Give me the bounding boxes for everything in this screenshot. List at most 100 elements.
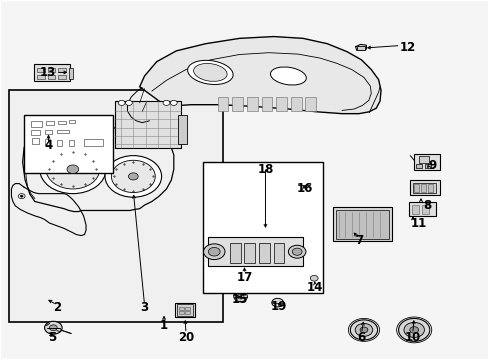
Bar bbox=[408, 202, 435, 216]
Bar bbox=[273, 243, 284, 263]
Bar bbox=[261, 97, 272, 111]
Circle shape bbox=[354, 323, 372, 336]
Circle shape bbox=[118, 100, 125, 105]
Bar bbox=[305, 97, 316, 111]
Bar bbox=[246, 97, 257, 111]
Bar bbox=[37, 75, 44, 79]
Circle shape bbox=[40, 145, 106, 194]
Bar bbox=[185, 307, 190, 310]
Bar bbox=[185, 311, 190, 315]
Bar bbox=[32, 138, 39, 144]
Text: 6: 6 bbox=[357, 330, 365, 343]
Bar bbox=[69, 140, 74, 146]
Circle shape bbox=[44, 321, 62, 334]
Bar bbox=[232, 97, 243, 111]
Bar bbox=[34, 64, 70, 81]
Text: 1: 1 bbox=[160, 319, 168, 332]
Circle shape bbox=[18, 194, 25, 199]
Circle shape bbox=[297, 181, 310, 190]
Bar bbox=[415, 163, 421, 168]
Bar bbox=[44, 139, 50, 145]
Text: 9: 9 bbox=[427, 159, 435, 172]
Circle shape bbox=[203, 244, 224, 260]
Text: 14: 14 bbox=[306, 281, 323, 294]
Bar bbox=[427, 184, 432, 192]
Bar bbox=[217, 97, 228, 111]
Text: 11: 11 bbox=[410, 216, 427, 230]
Bar bbox=[31, 130, 40, 135]
Circle shape bbox=[398, 319, 429, 341]
Text: 10: 10 bbox=[404, 330, 420, 343]
Bar bbox=[45, 121, 54, 126]
Bar bbox=[420, 184, 425, 192]
Bar bbox=[37, 68, 44, 72]
Polygon shape bbox=[140, 37, 380, 114]
Circle shape bbox=[163, 100, 169, 105]
Circle shape bbox=[49, 325, 57, 330]
Ellipse shape bbox=[193, 63, 226, 81]
Circle shape bbox=[403, 322, 424, 337]
Bar bbox=[306, 273, 321, 283]
Bar bbox=[69, 68, 73, 79]
Bar bbox=[177, 304, 192, 316]
Bar bbox=[83, 139, 103, 146]
Text: 19: 19 bbox=[270, 300, 286, 313]
Text: 2: 2 bbox=[53, 301, 61, 314]
Bar bbox=[178, 311, 183, 315]
Bar bbox=[47, 75, 55, 79]
Circle shape bbox=[271, 298, 283, 307]
Bar bbox=[57, 130, 69, 134]
Bar bbox=[207, 237, 303, 266]
Text: 17: 17 bbox=[236, 271, 252, 284]
Text: 7: 7 bbox=[354, 234, 363, 247]
Circle shape bbox=[170, 100, 177, 105]
Bar bbox=[24, 116, 113, 173]
Circle shape bbox=[409, 327, 418, 333]
Bar bbox=[203, 162, 322, 293]
Bar bbox=[58, 75, 66, 79]
Bar bbox=[175, 303, 194, 317]
Text: 4: 4 bbox=[44, 139, 53, 152]
Text: 13: 13 bbox=[40, 66, 56, 79]
Bar bbox=[44, 130, 52, 134]
Bar bbox=[413, 154, 439, 170]
Bar bbox=[178, 307, 183, 310]
Text: 16: 16 bbox=[296, 183, 312, 195]
Circle shape bbox=[46, 149, 100, 189]
Bar bbox=[115, 101, 181, 148]
Circle shape bbox=[105, 156, 161, 197]
Bar bbox=[57, 140, 61, 145]
Text: 3: 3 bbox=[140, 301, 148, 314]
Circle shape bbox=[128, 173, 138, 180]
Circle shape bbox=[111, 160, 155, 193]
Circle shape bbox=[359, 327, 367, 333]
Bar bbox=[332, 207, 391, 241]
Text: 5: 5 bbox=[48, 330, 56, 343]
Bar bbox=[412, 183, 435, 193]
Bar bbox=[9, 90, 222, 321]
Circle shape bbox=[237, 294, 244, 299]
Bar bbox=[69, 121, 75, 123]
Bar bbox=[47, 68, 55, 72]
Circle shape bbox=[233, 292, 247, 302]
Bar bbox=[276, 97, 286, 111]
Bar bbox=[259, 243, 269, 263]
Bar bbox=[31, 121, 41, 127]
Bar bbox=[413, 184, 418, 192]
Circle shape bbox=[310, 275, 318, 281]
Circle shape bbox=[349, 320, 377, 340]
Bar bbox=[58, 121, 65, 125]
Text: 8: 8 bbox=[422, 199, 430, 212]
Circle shape bbox=[292, 248, 302, 255]
Bar bbox=[335, 210, 388, 239]
Circle shape bbox=[288, 245, 305, 258]
Bar bbox=[229, 243, 240, 263]
Bar bbox=[290, 97, 301, 111]
Bar bbox=[411, 205, 418, 214]
Bar bbox=[418, 156, 428, 163]
Bar bbox=[421, 205, 428, 214]
Circle shape bbox=[208, 247, 220, 256]
Ellipse shape bbox=[270, 67, 305, 85]
Bar bbox=[409, 180, 439, 195]
Bar bbox=[356, 46, 365, 50]
